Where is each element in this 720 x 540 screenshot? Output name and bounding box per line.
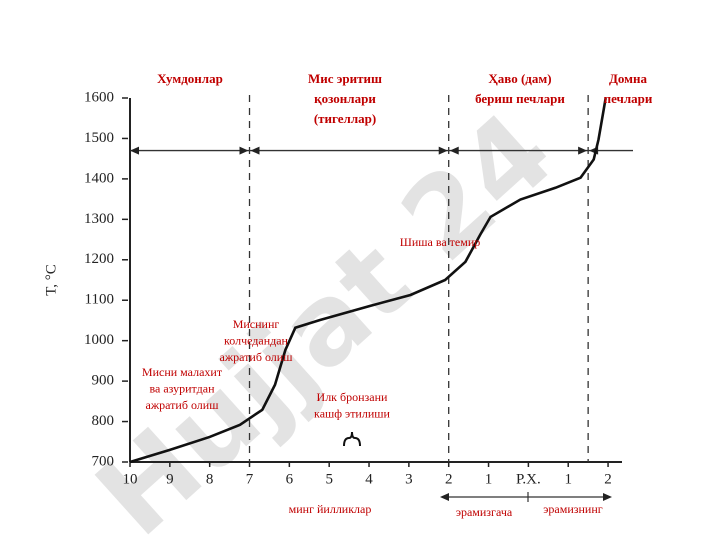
region-label: печлари: [604, 91, 653, 106]
x-tick-label: 5: [325, 471, 333, 487]
region-label: (тигеллар): [314, 111, 376, 126]
x-tick-label: 3: [405, 471, 413, 487]
arrow-head: [239, 146, 249, 155]
region-label: Домна: [609, 71, 648, 86]
arrow-head: [578, 146, 588, 155]
temperature-line: [129, 97, 607, 464]
x-tick-label: 4: [365, 471, 373, 487]
arrow-head: [250, 146, 260, 155]
annotation: Мисни малахит: [142, 365, 223, 379]
x-tick-label: 1: [564, 471, 572, 487]
region-label: Мис эритиш: [308, 71, 382, 86]
x-axis-label: эрамизгача: [456, 505, 513, 519]
y-tick-label: 1400: [84, 170, 114, 186]
arrow-head: [449, 146, 459, 155]
y-tick-label: 1200: [84, 251, 114, 267]
region-label: бериш печлари: [475, 91, 565, 106]
y-tick-label: 1300: [84, 211, 114, 227]
region-label: қозонлари: [314, 91, 376, 106]
region-label: Ҳаво (дам): [488, 71, 551, 86]
y-tick-label: 1100: [85, 292, 114, 308]
y-tick-label: 900: [92, 373, 115, 389]
x-axis-label: эрамизнинг: [543, 502, 602, 516]
x-tick-label: 1: [485, 471, 493, 487]
y-tick-label: 700: [92, 453, 115, 469]
arrow-head: [440, 493, 449, 501]
annotation: кашф этилиши: [314, 406, 390, 420]
y-axis-label: T, °C: [43, 264, 59, 296]
arrow-head: [603, 493, 612, 501]
x-tick-label: 10: [123, 471, 138, 487]
brace: [343, 431, 361, 447]
x-tick-label: 8: [206, 471, 214, 487]
arrow-head: [130, 146, 139, 155]
x-tick-label: 6: [286, 471, 294, 487]
y-tick-label: 1000: [84, 332, 114, 348]
annotation: колчедандан: [224, 333, 289, 347]
x-tick-label: 2: [604, 471, 612, 487]
x-tick-label: Р.Х.: [516, 471, 541, 487]
annotation: ва азуритдан: [149, 381, 215, 395]
annotation: ажратиб олиш: [146, 398, 220, 412]
annotation: ажратиб олиш: [220, 350, 294, 364]
x-axis-label: минг йилликлар: [289, 502, 372, 516]
y-tick-label: 1600: [84, 89, 114, 105]
annotation: Миснинг: [233, 317, 280, 331]
annotation: Шиша ва темир: [400, 235, 481, 249]
arrow-head: [438, 146, 448, 155]
x-tick-label: 7: [246, 471, 254, 487]
y-tick-label: 1500: [84, 130, 114, 146]
x-tick-label: 9: [166, 471, 174, 487]
region-label: Хумдонлар: [157, 71, 223, 86]
x-tick-label: 2: [445, 471, 453, 487]
annotation: Илк бронзани: [317, 390, 389, 404]
y-tick-label: 800: [92, 413, 115, 429]
